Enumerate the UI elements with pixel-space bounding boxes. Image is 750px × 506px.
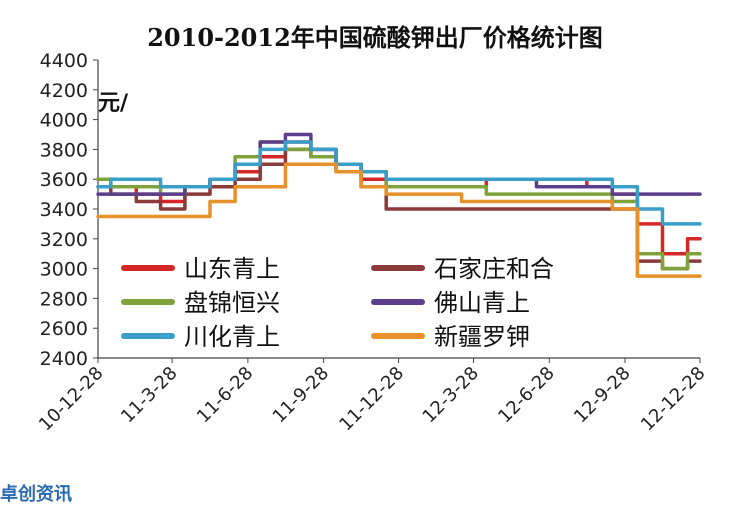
x-tick-label: 11-3-28 (117, 363, 182, 428)
plot-area: 2400 2600 2800 3000 3200 3400 3600 3800 4000 4200… (35, 50, 710, 435)
x-tick-label: 12-3-28 (419, 363, 484, 428)
x-tick-label: 12-12-28 (637, 363, 710, 436)
x-tick-label: 12-9-28 (570, 363, 635, 428)
series-line-2 (96, 147, 702, 271)
series-line-5 (96, 140, 702, 226)
series-line-6 (96, 162, 702, 278)
y-tick-label: 3400 (40, 199, 88, 221)
series-line-1 (96, 140, 702, 256)
x-tick-label: 10-12-28 (35, 363, 108, 436)
x-tick-label: 11-6-28 (193, 363, 258, 428)
y-tick-label: 2600 (40, 318, 88, 340)
y-axis-unit-label: 元/ (98, 91, 129, 116)
brand-watermark: 卓创资讯 (0, 484, 72, 505)
y-tick-label: 4200 (40, 80, 88, 102)
y-tick-label: 3200 (40, 229, 88, 251)
series-line-3 (96, 140, 702, 271)
x-tick-label: 11-12-28 (336, 363, 409, 436)
y-tick-label: 2800 (40, 288, 88, 310)
y-tick-label: 3600 (40, 169, 88, 191)
y-tick-label: 3000 (40, 259, 88, 281)
legend-label-4: 佛山青上 (434, 289, 530, 317)
y-tick-label: 4000 (40, 110, 88, 132)
legend-label-2: 石家庄和合 (434, 255, 554, 283)
legend-label-3: 盘锦恒兴 (184, 289, 280, 317)
chart-title: 2010-2012年中国硫酸钾出厂价格统计图 (147, 23, 603, 52)
y-tick-label: 4400 (40, 50, 88, 72)
y-tick-label: 2400 (40, 348, 88, 370)
y-tick-label: 3800 (40, 139, 88, 161)
x-tick-label: 12-6-28 (494, 363, 559, 428)
legend-label-6: 新疆罗钾 (434, 323, 530, 351)
legend-label-1: 山东青上 (184, 255, 280, 283)
x-tick-label: 11-9-28 (269, 363, 334, 428)
legend-label-5: 川化青上 (184, 323, 280, 351)
